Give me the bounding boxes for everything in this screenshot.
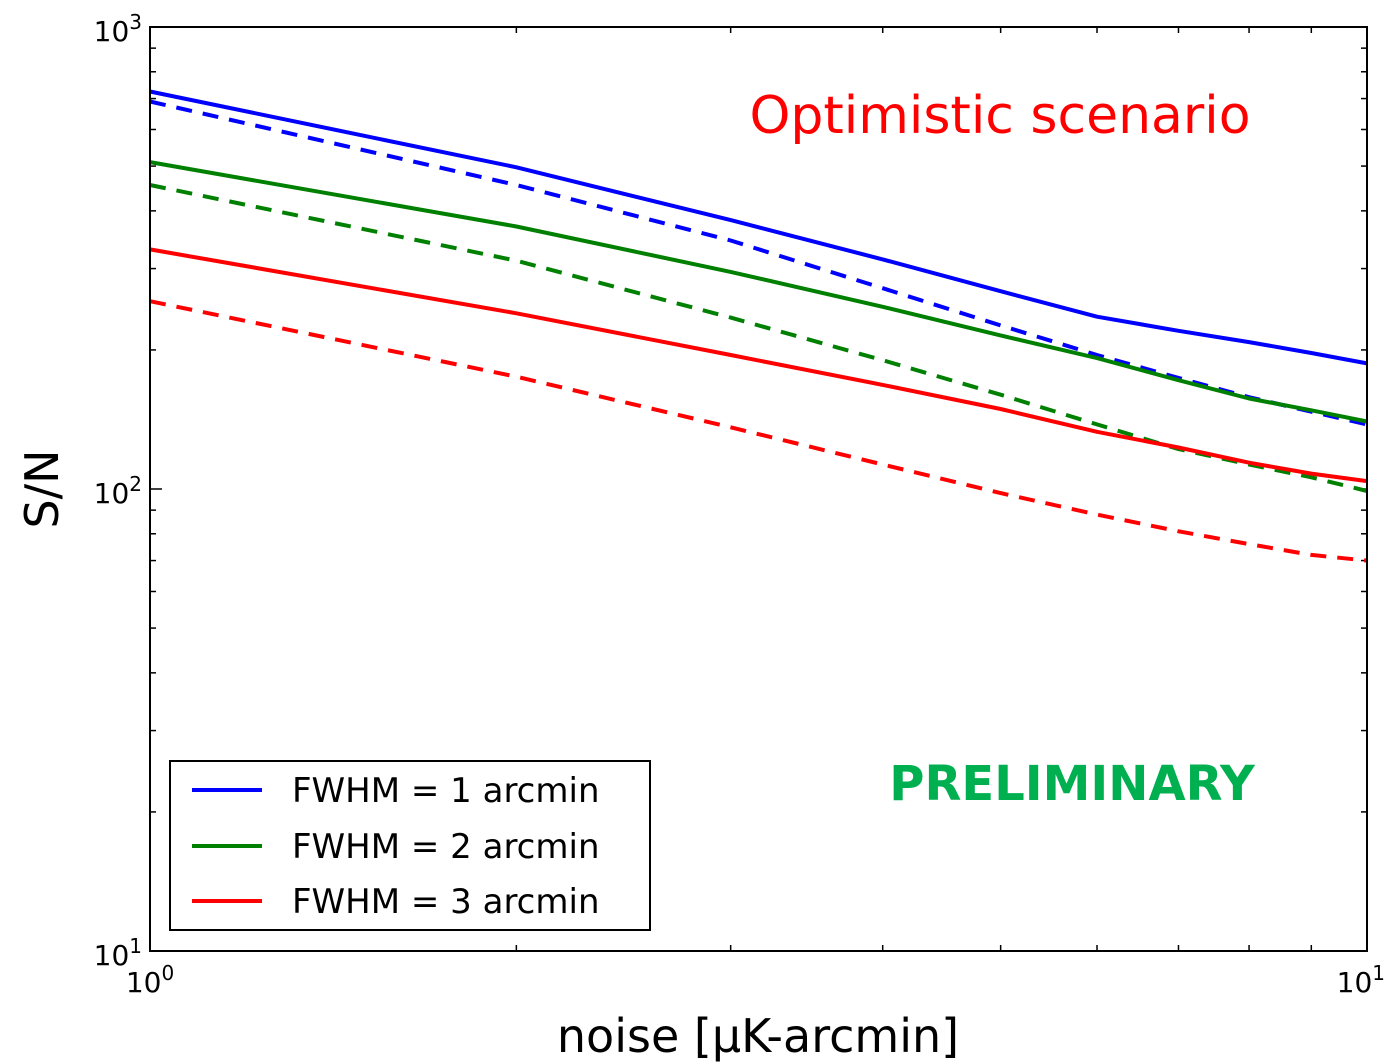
y-tick-label: 102 bbox=[94, 472, 142, 510]
x-axis-label: noise [μK-arcmin] bbox=[557, 1009, 959, 1062]
series-line-2-solid bbox=[149, 160, 1368, 424]
y-axis-label: S/N bbox=[15, 449, 69, 528]
legend-label-fwhm-1: FWHM = 1 arcmin bbox=[292, 771, 600, 811]
x-tick-label: 101 bbox=[1337, 961, 1385, 999]
y-tick-label: 101 bbox=[94, 934, 142, 972]
series-lines bbox=[149, 89, 1368, 563]
annotation-optimistic-scenario: Optimistic scenario bbox=[749, 86, 1250, 146]
y-tick-label: 103 bbox=[94, 10, 142, 48]
annotation-preliminary: PRELIMINARY bbox=[889, 756, 1256, 812]
series-line-5-dashed bbox=[149, 299, 1368, 563]
series-line-4-solid bbox=[149, 247, 1368, 484]
series-line-3-dashed bbox=[149, 183, 1368, 493]
x-tick-label: 100 bbox=[126, 961, 174, 999]
series-line-0-solid bbox=[149, 89, 1368, 366]
legend-label-fwhm-3: FWHM = 3 arcmin bbox=[292, 882, 600, 922]
legend: FWHM = 1 arcmin FWHM = 2 arcmin FWHM = 3… bbox=[169, 760, 651, 931]
plot-frame bbox=[149, 26, 1368, 952]
legend-label-fwhm-2: FWHM = 2 arcmin bbox=[292, 827, 600, 867]
